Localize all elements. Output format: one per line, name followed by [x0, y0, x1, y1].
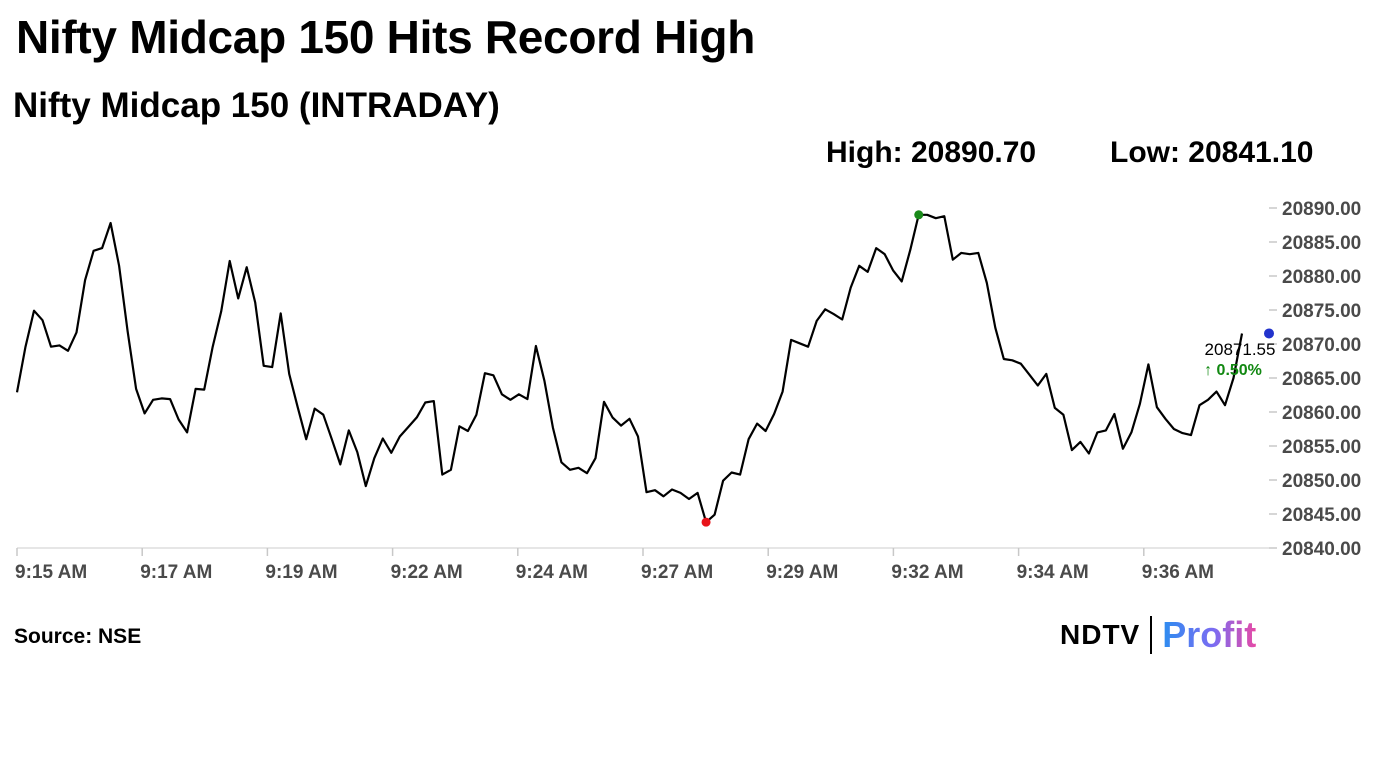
source-note: Source: NSE: [14, 625, 142, 648]
chart-title: Nifty Midcap 150 (INTRADAY): [13, 86, 500, 125]
brand-ndtv: NDTV: [1060, 619, 1141, 650]
x-tick-label: 9:34 AM: [1017, 562, 1089, 583]
x-tick-label: 9:29 AM: [766, 562, 838, 583]
x-tick-label: 9:17 AM: [140, 562, 212, 583]
x-tick-label: 9:15 AM: [15, 562, 87, 583]
y-tick-label: 20860.00: [1282, 403, 1361, 424]
headline: Nifty Midcap 150 Hits Record High: [16, 11, 756, 63]
brand-divider: [1150, 616, 1153, 654]
y-tick-label: 20845.00: [1282, 505, 1361, 526]
x-tick-label: 9:19 AM: [265, 562, 337, 583]
y-tick-label: 20855.00: [1282, 437, 1361, 458]
ndtv-profit-logo: NDTV Profit: [1060, 614, 1256, 656]
y-tick-label: 20875.00: [1282, 301, 1361, 322]
y-tick-label: 20865.00: [1282, 369, 1361, 390]
x-tick-label: 9:36 AM: [1142, 562, 1214, 583]
low-stat: Low: 20841.10: [1110, 136, 1314, 169]
last-value-marker: [1264, 328, 1274, 339]
y-tick-label: 20840.00: [1282, 539, 1361, 560]
y-tick-label: 20890.00: [1282, 199, 1361, 220]
low-marker: [701, 517, 711, 527]
y-tick-label: 20850.00: [1282, 471, 1361, 492]
y-tick-label: 20880.00: [1282, 267, 1361, 288]
x-tick-label: 9:27 AM: [641, 562, 713, 583]
high-stat: High: 20890.70: [826, 136, 1037, 169]
x-tick-label: 9:22 AM: [391, 562, 463, 583]
intraday-line-chart: 9:15 AM 9:17 AM 9:19 AM 9:22 AM 9:24 AM 9:27 …: [15, 199, 1361, 583]
x-tick-label: 9:24 AM: [516, 562, 588, 583]
x-tick-label: 9:32 AM: [891, 562, 963, 583]
y-tick-label: 20885.00: [1282, 233, 1361, 254]
last-value-label: 20871.55: [1205, 340, 1276, 359]
y-tick-label: 20870.00: [1282, 335, 1361, 356]
price-line: [15, 213, 1244, 524]
high-marker: [914, 210, 924, 220]
brand-profit: Profit: [1162, 614, 1257, 655]
change-percent-label: ↑ 0.50%: [1204, 362, 1262, 379]
